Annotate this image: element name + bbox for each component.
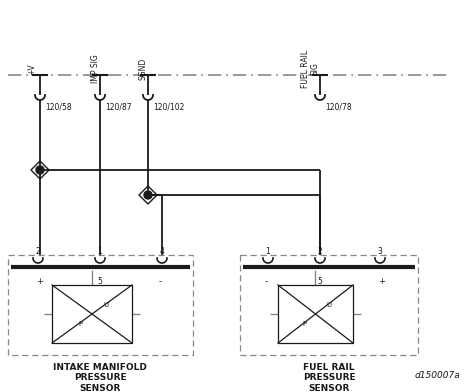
Bar <box>52 285 132 343</box>
Text: U: U <box>104 302 109 308</box>
Text: P: P <box>78 321 82 327</box>
Text: 3: 3 <box>378 247 383 256</box>
Text: IMP SIG: IMP SIG <box>91 54 100 83</box>
Text: 120/87: 120/87 <box>105 102 132 111</box>
Text: 120/78: 120/78 <box>325 102 352 111</box>
Circle shape <box>36 166 44 174</box>
Text: P: P <box>302 321 306 327</box>
Bar <box>8 255 193 355</box>
Text: 120/102: 120/102 <box>153 102 184 111</box>
Text: SGND: SGND <box>139 58 148 80</box>
Text: 4: 4 <box>160 247 164 256</box>
Text: -: - <box>264 277 267 286</box>
Text: 5: 5 <box>318 277 322 286</box>
Text: +: + <box>36 277 44 286</box>
Text: 1: 1 <box>265 247 270 256</box>
Text: 5: 5 <box>98 277 102 286</box>
Text: FUEL RAIL
PRESSURE
SENSOR: FUEL RAIL PRESSURE SENSOR <box>303 363 356 392</box>
Text: 2: 2 <box>318 247 322 256</box>
Text: 2: 2 <box>36 247 40 256</box>
Text: U: U <box>327 302 331 308</box>
Text: +: + <box>379 277 385 286</box>
Text: INTAKE MANIFOLD
PRESSURE
SENSOR: INTAKE MANIFOLD PRESSURE SENSOR <box>53 363 147 392</box>
Text: -: - <box>158 277 162 286</box>
Text: +V: +V <box>27 63 36 75</box>
Bar <box>240 255 418 355</box>
Text: d150007a: d150007a <box>414 371 460 380</box>
Text: 120/58: 120/58 <box>45 102 72 111</box>
Text: 1: 1 <box>98 247 102 256</box>
Bar <box>278 285 353 343</box>
Circle shape <box>144 191 152 199</box>
Text: FUEL RAIL
SIG: FUEL RAIL SIG <box>301 50 320 88</box>
